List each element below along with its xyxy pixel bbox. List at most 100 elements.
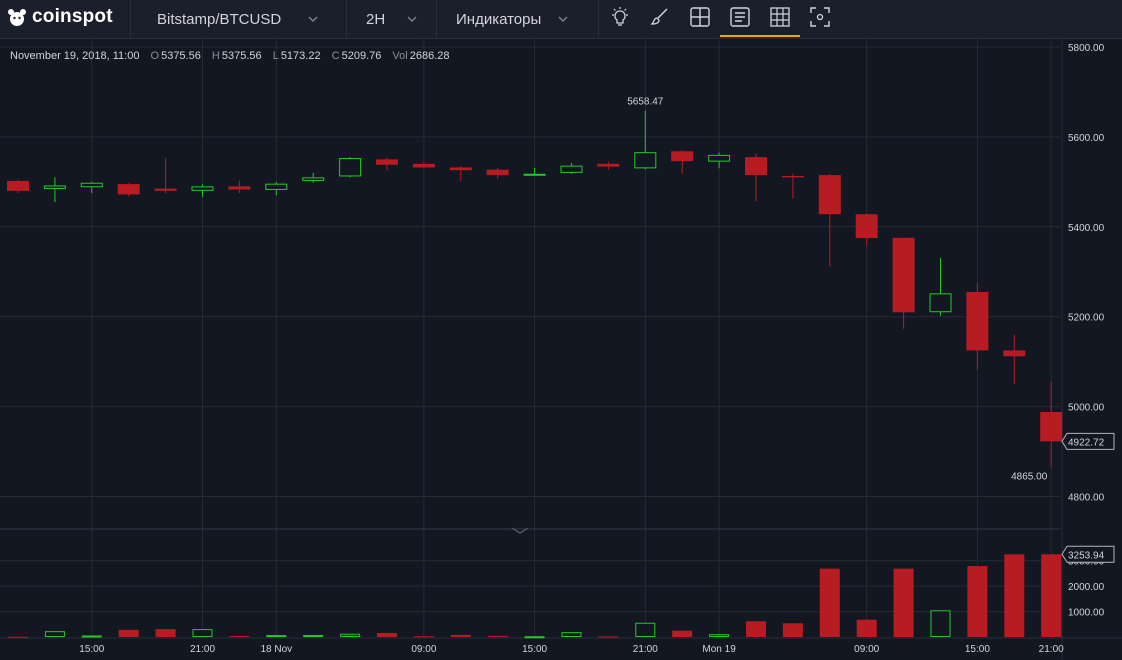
volume-bar bbox=[930, 610, 951, 637]
volume-bar bbox=[524, 636, 545, 639]
volume-bar bbox=[340, 633, 361, 637]
time-tick-label: 21:00 bbox=[190, 644, 215, 655]
candle-body bbox=[376, 159, 398, 165]
volume-bar bbox=[819, 568, 840, 637]
volume-bar bbox=[229, 635, 250, 637]
fullscreen-icon[interactable] bbox=[806, 3, 834, 31]
top-toolbar: coinspot Bitstamp/BTCUSD 2H Индикаторы bbox=[0, 0, 1122, 39]
price-tick-label: 5400.00 bbox=[1068, 223, 1105, 234]
time-tick-label: 15:00 bbox=[79, 644, 104, 655]
price-tick-label: 5600.00 bbox=[1068, 133, 1105, 144]
time-tick-label: 18 Nov bbox=[260, 644, 292, 655]
candle-body bbox=[449, 167, 472, 171]
candle-body bbox=[302, 177, 325, 181]
volume-bar bbox=[782, 623, 803, 637]
price-tick-label: 5000.00 bbox=[1068, 403, 1105, 414]
candle-body bbox=[7, 180, 29, 191]
candle-body bbox=[781, 176, 804, 178]
interval-label: 2H bbox=[366, 10, 386, 28]
volume-bar bbox=[561, 632, 582, 638]
last-price-tag bbox=[1061, 432, 1115, 450]
indicators-label: Индикаторы bbox=[456, 10, 542, 28]
volume-bar bbox=[1004, 554, 1025, 637]
symbol-selector[interactable]: Bitstamp/BTCUSD bbox=[157, 0, 318, 38]
price-tick-label: 4800.00 bbox=[1068, 493, 1105, 504]
legend-volume-value: 2686.28 bbox=[409, 50, 450, 62]
candle-body bbox=[745, 157, 767, 176]
candle-body bbox=[708, 154, 731, 162]
time-tick-label: 21:00 bbox=[633, 644, 658, 655]
volume-bar bbox=[118, 629, 139, 637]
volume-bar bbox=[8, 636, 28, 638]
last-volume-label: 3253.94 bbox=[1068, 550, 1105, 561]
volume-bar bbox=[487, 635, 508, 637]
legend-low-label: L bbox=[272, 50, 279, 62]
legend-volume-label: Vol bbox=[392, 50, 408, 62]
coinspot-logo-icon bbox=[8, 9, 26, 26]
candle-body bbox=[228, 186, 251, 190]
layout-icon[interactable] bbox=[686, 3, 714, 31]
collapse-chevron-icon[interactable] bbox=[511, 527, 529, 534]
volume-bar bbox=[967, 566, 988, 637]
candle-body bbox=[597, 163, 620, 167]
candlestick-chart[interactable]: 5658.47 4865.00 5800.00 5600.00 5400.00 5200.… bbox=[0, 38, 1122, 660]
last-volume-tag bbox=[1061, 545, 1115, 563]
bars-style-icon[interactable] bbox=[726, 3, 754, 31]
volume-bar bbox=[44, 631, 65, 637]
candle-body bbox=[1003, 350, 1026, 357]
price-tick-label: 5800.00 bbox=[1068, 43, 1105, 54]
volume-bar bbox=[155, 629, 176, 637]
volume-bar bbox=[598, 636, 619, 638]
volume-bar bbox=[266, 635, 287, 638]
time-tick-label: 09:00 bbox=[411, 644, 436, 655]
time-tick-label: 09:00 bbox=[854, 644, 879, 655]
interval-selector[interactable]: 2H bbox=[366, 0, 417, 38]
legend-low-value: 5173.22 bbox=[280, 50, 321, 62]
volume-tick-label: 1000.00 bbox=[1068, 608, 1105, 619]
candle-body bbox=[486, 169, 509, 176]
candle-body bbox=[929, 293, 952, 313]
volume-bar bbox=[672, 630, 693, 637]
chevron-down-icon bbox=[308, 16, 318, 22]
volume-tick-label: 2000.00 bbox=[1068, 582, 1105, 593]
volume-bar bbox=[635, 622, 656, 638]
candle-body bbox=[339, 158, 362, 177]
brand[interactable]: coinspot bbox=[6, 6, 113, 28]
candle-body bbox=[191, 186, 214, 191]
candle-body bbox=[818, 175, 841, 215]
volume-bar bbox=[893, 568, 914, 637]
volume-bar bbox=[746, 621, 766, 637]
candle-body bbox=[671, 151, 694, 162]
candle-body bbox=[560, 165, 583, 173]
active-tab-indicator bbox=[720, 35, 800, 37]
volume-bar bbox=[377, 632, 397, 637]
price-tick-label: 5200.00 bbox=[1068, 313, 1105, 324]
volume-bar bbox=[303, 634, 324, 637]
volume-bar bbox=[856, 619, 877, 637]
volume-bar bbox=[192, 629, 213, 637]
lightbulb-icon[interactable] bbox=[606, 3, 634, 31]
brand-name: coinspot bbox=[32, 6, 113, 27]
candle-body bbox=[412, 163, 435, 168]
candle-body bbox=[43, 185, 66, 190]
candle-body bbox=[80, 182, 103, 188]
legend-close-value: 5209.76 bbox=[341, 50, 382, 62]
brush-icon[interactable] bbox=[646, 3, 674, 31]
legend-high-label: H bbox=[211, 50, 220, 62]
legend-open-value: 5375.56 bbox=[161, 50, 201, 62]
legend-open-label: O bbox=[150, 50, 160, 62]
volume-bar bbox=[81, 635, 102, 638]
indicators-button[interactable]: Индикаторы bbox=[456, 0, 568, 38]
legend-high-value: 5375.56 bbox=[221, 50, 262, 62]
time-tick-label: 21:00 bbox=[1039, 644, 1064, 655]
candle-body bbox=[634, 152, 657, 169]
candle-body bbox=[966, 291, 989, 351]
candle-body bbox=[1040, 412, 1063, 442]
grid-icon[interactable] bbox=[766, 3, 794, 31]
chevron-down-icon bbox=[558, 16, 568, 22]
ohlc-legend: November 19, 2018, 11:00 O 5375.56 H 5375.… bbox=[10, 50, 449, 62]
symbol-label: Bitstamp/BTCUSD bbox=[157, 10, 282, 28]
high-annotation: 5658.47 bbox=[627, 97, 664, 108]
volume-bar bbox=[413, 636, 434, 638]
volume-bar bbox=[709, 634, 730, 638]
